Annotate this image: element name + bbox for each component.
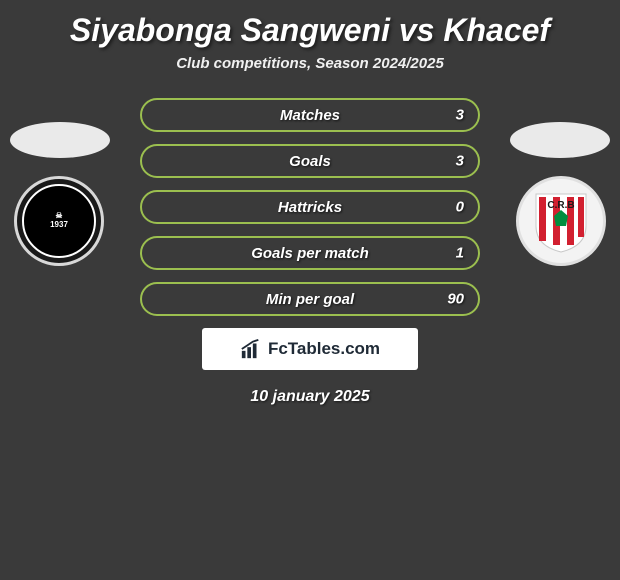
player-right-oval: [510, 122, 610, 158]
page-subtitle: Club competitions, Season 2024/2025: [0, 55, 620, 90]
player-left-oval: [10, 122, 110, 158]
club-logo-left: ☠ 1937: [14, 176, 104, 266]
stat-label: Min per goal: [266, 291, 354, 308]
stat-label: Goals: [289, 153, 331, 170]
crb-text: C.R.B: [547, 200, 574, 211]
page-title: Siyabonga Sangweni vs Khacef: [0, 0, 620, 55]
stat-label: Matches: [280, 107, 340, 124]
brand-text: FcTables.com: [268, 339, 380, 359]
stat-right-value: 3: [456, 153, 464, 170]
stat-label: Hattricks: [278, 199, 342, 216]
brand-badge: FcTables.com: [202, 328, 418, 370]
stats-container: Matches 3 Goals 3 Hattricks 0 Goals per …: [140, 90, 480, 316]
stat-label: Goals per match: [251, 245, 369, 262]
stat-right-value: 1: [456, 245, 464, 262]
club-logo-right: C.R.B: [516, 176, 606, 266]
stat-row-matches: Matches 3: [140, 98, 480, 132]
club-left-year: 1937: [50, 221, 68, 230]
stat-row-goals-per-match: Goals per match 1: [140, 236, 480, 270]
crb-shield-icon: C.R.B: [526, 186, 596, 256]
club-left-name-top: ☠: [50, 212, 68, 221]
bar-chart-icon: [240, 338, 262, 360]
stat-row-hattricks: Hattricks 0: [140, 190, 480, 224]
date-text: 10 january 2025: [0, 388, 620, 406]
stat-right-value: 0: [456, 199, 464, 216]
stat-row-goals: Goals 3: [140, 144, 480, 178]
stat-right-value: 90: [447, 291, 464, 308]
stat-row-min-per-goal: Min per goal 90: [140, 282, 480, 316]
stat-right-value: 3: [456, 107, 464, 124]
